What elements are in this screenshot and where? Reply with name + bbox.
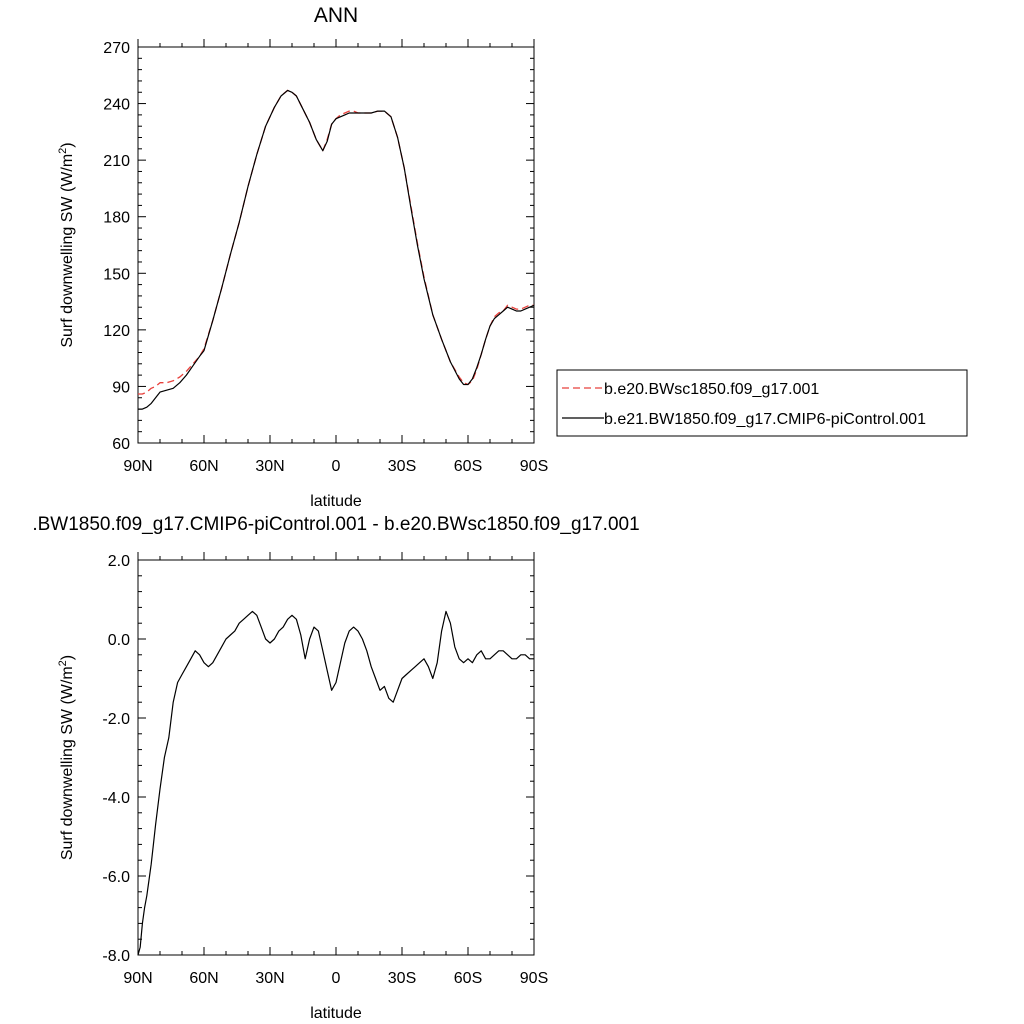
y-tick-label: -4.0 [102, 790, 130, 807]
y-tick-label: 0.0 [108, 632, 130, 649]
y-axis-label-text: Surf downwelling SW (W/m [59, 154, 76, 348]
y-tick-label: 60 [112, 436, 130, 453]
legend-entry-label: b.e20.BWsc1850.f09_g17.001 [604, 381, 819, 398]
y-tick-label: -2.0 [102, 711, 130, 728]
x-tick-label: 30S [388, 970, 416, 987]
chart-title: .BW1850.f09_g17.CMIP6-piControl.001 - b.… [32, 514, 639, 535]
y-tick-label: 210 [103, 153, 130, 170]
legend-box [556, 369, 968, 437]
chart-panel-2: .BW1850.f09_g17.CMIP6-piControl.001 - b.… [32, 514, 639, 1022]
legend: b.e20.BWsc1850.f09_g17.001 b.e21.BW1850.f… [556, 369, 968, 437]
chart-panel-1: ANN 60 90 120 150 180 210 240 270 90N 60N 30N 0 30S 60… [57, 4, 968, 510]
x-tick-label: 60S [454, 970, 482, 987]
plot-frame [137, 559, 535, 956]
x-axis-label: latitude [310, 493, 362, 510]
x-tick-label: 30S [388, 458, 416, 475]
series-line-solid [137, 610, 534, 956]
x-tick-label: 0 [332, 970, 341, 987]
y-tick-label: 90 [112, 379, 130, 396]
series-line-solid [138, 89, 535, 410]
y-axis-label-superscript: 2 [57, 660, 69, 666]
x-tick-label: 30N [255, 458, 284, 475]
y-tick-label: 240 [103, 97, 130, 114]
y-tick-label: -6.0 [102, 869, 130, 886]
y-tick-label: -8.0 [102, 948, 130, 965]
chart-title: ANN [314, 4, 358, 27]
x-tick-label: 60N [189, 458, 218, 475]
y-axis-label-tail: ) [59, 655, 76, 660]
x-tick-label: 90S [520, 458, 548, 475]
y-axis-label: Surf downwelling SW (W/m2) [57, 142, 76, 347]
y-tick-label: 2.0 [108, 553, 130, 570]
x-tick-label: 60S [454, 458, 482, 475]
y-tick-label: 180 [103, 210, 130, 227]
x-tick-label: 90N [123, 970, 152, 987]
y-axis-label-text: Surf downwelling SW (W/m [59, 666, 76, 860]
x-tick-label: 60N [189, 970, 218, 987]
x-tick-label: 30N [255, 970, 284, 987]
y-tick-label: 120 [103, 323, 130, 340]
legend-entry-label: b.e21.BW1850.f09_g17.CMIP6-piControl.001 [604, 411, 926, 428]
plot-frame [137, 46, 535, 444]
series-line-dashed [138, 89, 534, 395]
x-axis-label: latitude [310, 1005, 362, 1022]
y-tick-label: 270 [103, 40, 130, 57]
x-tick-label: 0 [332, 458, 341, 475]
x-tick-label: 90N [123, 458, 152, 475]
y-axis-label-tail: ) [59, 142, 76, 147]
y-axis-label-superscript: 2 [57, 148, 69, 154]
y-axis-label: Surf downwelling SW (W/m2) [57, 655, 76, 860]
x-tick-label: 90S [520, 970, 548, 987]
y-tick-label: 150 [103, 266, 130, 283]
